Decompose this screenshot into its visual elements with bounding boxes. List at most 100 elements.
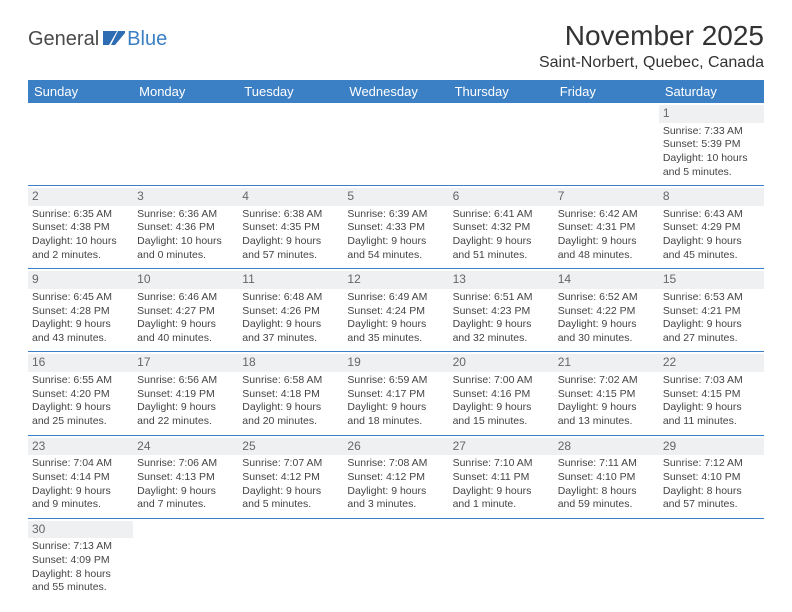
- location-text: Saint-Norbert, Quebec, Canada: [539, 54, 764, 72]
- day-cell: 4Sunrise: 6:38 AMSunset: 4:35 PMDaylight…: [238, 186, 343, 269]
- sunset-text: Sunset: 4:13 PM: [137, 471, 234, 485]
- day-cell: [238, 518, 343, 601]
- day-cell: [343, 518, 448, 601]
- sunrise-text: Sunrise: 6:35 AM: [32, 208, 129, 222]
- sunset-text: Sunset: 4:19 PM: [137, 388, 234, 402]
- logo: General Blue: [28, 28, 167, 51]
- day-cell: 3Sunrise: 6:36 AMSunset: 4:36 PMDaylight…: [133, 186, 238, 269]
- day-number: 20: [449, 354, 554, 372]
- daylight-text: Daylight: 9 hours and 27 minutes.: [663, 318, 760, 345]
- sunrise-text: Sunrise: 7:12 AM: [663, 457, 760, 471]
- day-number: 22: [659, 354, 764, 372]
- day-number: 16: [28, 354, 133, 372]
- day-number: [554, 521, 659, 539]
- day-details: Sunrise: 7:07 AMSunset: 4:12 PMDaylight:…: [242, 457, 339, 512]
- day-details: Sunrise: 7:33 AMSunset: 5:39 PMDaylight:…: [663, 125, 760, 180]
- day-cell: 25Sunrise: 7:07 AMSunset: 4:12 PMDayligh…: [238, 435, 343, 518]
- day-cell: [343, 103, 448, 186]
- day-details: Sunrise: 6:53 AMSunset: 4:21 PMDaylight:…: [663, 291, 760, 346]
- sunset-text: Sunset: 4:23 PM: [453, 305, 550, 319]
- day-cell: 14 Sunrise: 6:52 AMSunset: 4:22 PMDayligh…: [554, 269, 659, 352]
- day-number: [238, 521, 343, 539]
- sunrise-text: Sunrise: 7:00 AM: [453, 374, 550, 388]
- sunset-text: Sunset: 4:11 PM: [453, 471, 550, 485]
- day-cell: 18Sunrise: 6:58 AMSunset: 4:18 PMDayligh…: [238, 352, 343, 435]
- daylight-text: Daylight: 9 hours and 7 minutes.: [137, 485, 234, 512]
- day-details: Sunrise: 6:42 AMSunset: 4:31 PMDaylight:…: [558, 208, 655, 263]
- day-cell: [554, 518, 659, 601]
- day-details: Sunrise: 6:46 AMSunset: 4:27 PMDaylight:…: [137, 291, 234, 346]
- day-cell: 30Sunrise: 7:13 AMSunset: 4:09 PMDayligh…: [28, 518, 133, 601]
- daylight-text: Daylight: 10 hours and 0 minutes.: [137, 235, 234, 262]
- sunset-text: Sunset: 4:32 PM: [453, 221, 550, 235]
- day-number: 7: [554, 188, 659, 206]
- sunset-text: Sunset: 4:17 PM: [347, 388, 444, 402]
- week-row: 23Sunrise: 7:04 AMSunset: 4:14 PMDayligh…: [28, 435, 764, 518]
- sunset-text: Sunset: 4:22 PM: [558, 305, 655, 319]
- day-details: Sunrise: 6:51 AMSunset: 4:23 PMDaylight:…: [453, 291, 550, 346]
- sunrise-text: Sunrise: 7:11 AM: [558, 457, 655, 471]
- daylight-text: Daylight: 9 hours and 13 minutes.: [558, 401, 655, 428]
- sunrise-text: Sunrise: 6:52 AM: [558, 291, 655, 305]
- sunrise-text: Sunrise: 6:39 AM: [347, 208, 444, 222]
- day-number: [554, 105, 659, 123]
- day-number: 5: [343, 188, 448, 206]
- logo-text-1: General: [28, 28, 99, 51]
- day-number: 3: [133, 188, 238, 206]
- sunrise-text: Sunrise: 6:42 AM: [558, 208, 655, 222]
- day-number: 12: [343, 271, 448, 289]
- sunrise-text: Sunrise: 6:51 AM: [453, 291, 550, 305]
- day-cell: 28Sunrise: 7:11 AMSunset: 4:10 PMDayligh…: [554, 435, 659, 518]
- day-cell: [133, 518, 238, 601]
- day-cell: 5 Sunrise: 6:39 AMSunset: 4:33 PMDaylight…: [343, 186, 448, 269]
- header: General Blue November 2025 Saint-Norbert…: [28, 20, 764, 72]
- day-details: Sunrise: 6:58 AMSunset: 4:18 PMDaylight:…: [242, 374, 339, 429]
- daylight-text: Daylight: 9 hours and 30 minutes.: [558, 318, 655, 345]
- day-details: Sunrise: 6:35 AMSunset: 4:38 PMDaylight:…: [32, 208, 129, 263]
- day-number: 30: [28, 521, 133, 539]
- sunset-text: Sunset: 4:09 PM: [32, 554, 129, 568]
- day-details: Sunrise: 7:08 AMSunset: 4:12 PMDaylight:…: [347, 457, 444, 512]
- day-number: [343, 521, 448, 539]
- day-cell: [238, 103, 343, 186]
- daylight-text: Daylight: 9 hours and 48 minutes.: [558, 235, 655, 262]
- day-number: 15: [659, 271, 764, 289]
- day-number: 14: [554, 271, 659, 289]
- day-cell: 7 Sunrise: 6:42 AMSunset: 4:31 PMDaylight…: [554, 186, 659, 269]
- sunrise-text: Sunrise: 7:13 AM: [32, 540, 129, 554]
- sunset-text: Sunset: 4:12 PM: [242, 471, 339, 485]
- sunset-text: Sunset: 4:27 PM: [137, 305, 234, 319]
- sunrise-text: Sunrise: 6:38 AM: [242, 208, 339, 222]
- day-details: Sunrise: 7:00 AMSunset: 4:16 PMDaylight:…: [453, 374, 550, 429]
- daylight-text: Daylight: 9 hours and 5 minutes.: [242, 485, 339, 512]
- day-cell: [449, 103, 554, 186]
- daylight-text: Daylight: 9 hours and 40 minutes.: [137, 318, 234, 345]
- day-number: 25: [238, 438, 343, 456]
- day-number: 13: [449, 271, 554, 289]
- day-details: Sunrise: 7:02 AMSunset: 4:15 PMDaylight:…: [558, 374, 655, 429]
- daylight-text: Daylight: 9 hours and 25 minutes.: [32, 401, 129, 428]
- sunset-text: Sunset: 4:24 PM: [347, 305, 444, 319]
- day-details: Sunrise: 6:52 AMSunset: 4:22 PMDaylight:…: [558, 291, 655, 346]
- sunset-text: Sunset: 4:31 PM: [558, 221, 655, 235]
- day-cell: 19Sunrise: 6:59 AMSunset: 4:17 PMDayligh…: [343, 352, 448, 435]
- daylight-text: Daylight: 8 hours and 57 minutes.: [663, 485, 760, 512]
- day-number: 2: [28, 188, 133, 206]
- day-details: Sunrise: 6:55 AMSunset: 4:20 PMDaylight:…: [32, 374, 129, 429]
- day-cell: 21Sunrise: 7:02 AMSunset: 4:15 PMDayligh…: [554, 352, 659, 435]
- daylight-text: Daylight: 10 hours and 5 minutes.: [663, 152, 760, 179]
- day-number: [28, 105, 133, 123]
- day-cell: [133, 103, 238, 186]
- sunrise-text: Sunrise: 7:07 AM: [242, 457, 339, 471]
- day-details: Sunrise: 6:43 AMSunset: 4:29 PMDaylight:…: [663, 208, 760, 263]
- week-row: 2 Sunrise: 6:35 AMSunset: 4:38 PMDaylight…: [28, 186, 764, 269]
- sunset-text: Sunset: 4:10 PM: [663, 471, 760, 485]
- day-cell: [554, 103, 659, 186]
- sunset-text: Sunset: 4:26 PM: [242, 305, 339, 319]
- sunrise-text: Sunrise: 6:48 AM: [242, 291, 339, 305]
- day-cell: 8Sunrise: 6:43 AMSunset: 4:29 PMDaylight…: [659, 186, 764, 269]
- sunset-text: Sunset: 4:12 PM: [347, 471, 444, 485]
- sunrise-text: Sunrise: 7:02 AM: [558, 374, 655, 388]
- dayhdr-fri: Friday: [554, 80, 659, 103]
- day-details: Sunrise: 6:39 AMSunset: 4:33 PMDaylight:…: [347, 208, 444, 263]
